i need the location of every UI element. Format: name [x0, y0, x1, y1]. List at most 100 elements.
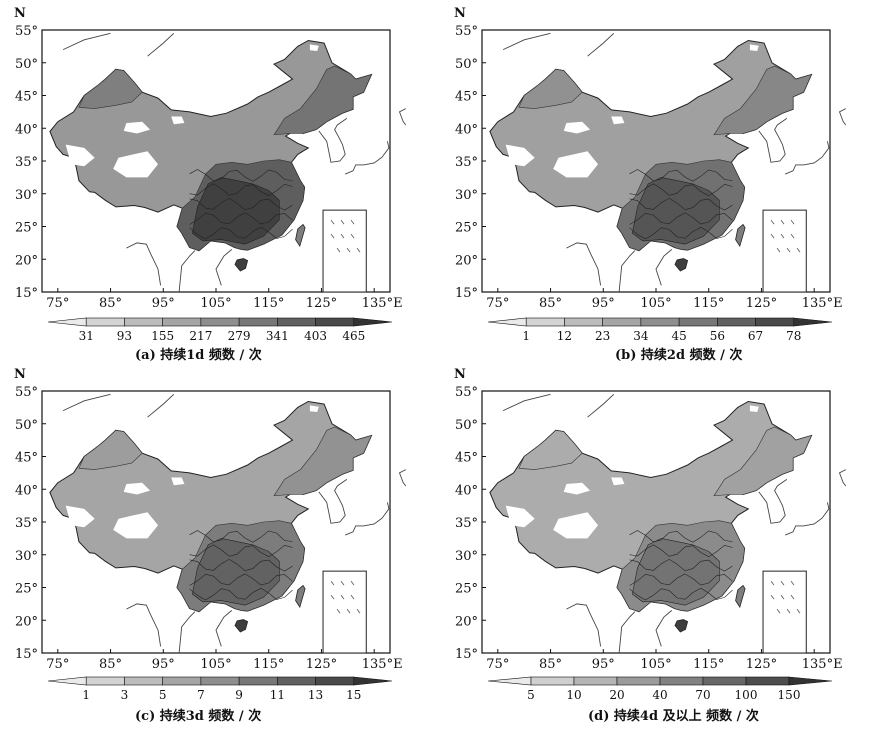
no-data-area — [563, 121, 591, 134]
inset-dash — [356, 608, 361, 614]
zone-northeast — [713, 426, 813, 497]
panel-c: 55° 50° 45° 40° 35° 30° 25° 20° 15° N 75° 85° 95° 105… — [0, 367, 440, 734]
contour-line — [629, 212, 733, 225]
no-data-area — [505, 505, 535, 528]
coastline — [398, 108, 407, 126]
coastline — [126, 242, 162, 286]
colorbar-segment — [238, 676, 278, 686]
colorbar-label: 34 — [633, 329, 649, 343]
colorbar-label: 93 — [117, 329, 132, 343]
inset-dash — [350, 594, 355, 600]
map-body: 55° 50° 45° 40° 35° 30° 25° 20° 15° N 75° 85° 95° 105… — [454, 367, 847, 672]
colorbar-label: 20 — [609, 688, 624, 702]
taiwan-island — [295, 584, 306, 609]
colorbar-segment — [793, 317, 833, 327]
colorbar-label: 279 — [228, 329, 251, 343]
inset-dash — [780, 580, 785, 586]
coastline — [838, 469, 847, 487]
lon-tick-label: 125° — [306, 657, 337, 672]
colorbar-segment — [788, 676, 833, 686]
lon-tick-label: 85° — [99, 657, 122, 672]
lon-tick-label: 115° — [693, 296, 724, 311]
lat-tick-label: 50° — [15, 57, 38, 72]
colorbar-segment — [162, 676, 202, 686]
lat-tick-label: 15° — [455, 647, 478, 662]
coastline — [126, 603, 162, 647]
inset-dash — [770, 594, 775, 600]
lon-tick-label: 105° — [640, 657, 671, 672]
coastline — [655, 249, 673, 286]
no-data-area — [171, 116, 185, 125]
coastline — [502, 32, 551, 51]
taiwan-island — [295, 223, 306, 248]
caption-c: (c) 持续3d 频数 / 次 — [135, 709, 262, 724]
colorbar-label: 15 — [346, 688, 361, 702]
lat-tick-label: 35° — [455, 516, 478, 531]
coastline — [758, 118, 788, 163]
colorbar-segment — [702, 676, 747, 686]
no-data-area — [123, 482, 151, 495]
lon-tick-label: 85° — [539, 657, 562, 672]
lon-tick-label: 115° — [253, 296, 284, 311]
colorbar-segment — [353, 676, 393, 686]
map-d: 55°50°45°40°35°30°25°20°15°N75° 85° 95° 105… — [454, 367, 847, 702]
colorbar-label: 3 — [121, 688, 129, 702]
colorbar-label: 100 — [735, 688, 758, 702]
lat-tick-label: 20° — [15, 253, 38, 268]
contour-line — [189, 212, 293, 225]
inset-dash — [790, 219, 795, 225]
coastline — [398, 469, 407, 487]
south-china-sea-inset — [762, 570, 807, 654]
coastline — [147, 32, 175, 57]
coastline — [566, 603, 602, 647]
colorbar-label: 9 — [235, 688, 243, 702]
lat-tick-label: 35° — [15, 155, 38, 170]
coastline — [318, 118, 348, 163]
no-data-area — [553, 151, 598, 178]
colorbar: 1 3 5 7 9 11 13 15 — [47, 676, 393, 702]
zone-core — [631, 177, 720, 245]
lat-tick-label: 15° — [455, 286, 478, 301]
lat-tick-label: 35° — [15, 516, 38, 531]
contour-line — [189, 587, 293, 601]
contour-line — [629, 558, 733, 572]
lat-tick-label: 55° — [15, 385, 38, 400]
coastline — [587, 393, 615, 418]
lat-tick-label: 50° — [455, 418, 478, 433]
north-label: N — [14, 367, 26, 382]
inset-dash — [796, 608, 801, 614]
inset-dash — [330, 233, 335, 239]
lat-tick-label: 55° — [455, 385, 478, 400]
colorbar-label: 217 — [189, 329, 212, 343]
no-data-area — [123, 121, 151, 134]
lon-tick-label: 135°E — [362, 296, 403, 311]
contour-line — [189, 169, 293, 182]
inset-dash — [340, 219, 345, 225]
inset-dash — [776, 608, 781, 614]
zone-northwest — [78, 429, 143, 470]
north-label: N — [14, 6, 26, 21]
colorbar-label: 1 — [82, 688, 90, 702]
colorbar: 5 10 20 40 70 100 150 — [487, 676, 833, 702]
colorbar-label: 10 — [566, 688, 581, 702]
lon-tick-label: 135°E — [802, 296, 843, 311]
lon-tick-label: 135°E — [802, 657, 843, 672]
colorbar-label: 155 — [151, 329, 174, 343]
no-data-area — [65, 505, 95, 528]
inset-dash — [796, 247, 801, 253]
colorbar-segment — [564, 317, 603, 327]
no-data-area — [113, 151, 158, 178]
contour-line — [629, 169, 733, 182]
lat-tick-label: 15° — [15, 647, 38, 662]
colorbar-segment — [573, 676, 618, 686]
zone-northeast — [273, 65, 373, 136]
colorbar-segment — [353, 317, 393, 327]
inset-dash — [346, 247, 351, 253]
colorbar-segment — [85, 317, 125, 327]
contour-line — [189, 197, 293, 211]
no-data-area — [505, 144, 535, 167]
lon-tick-label: 125° — [746, 296, 777, 311]
inset-dash — [336, 608, 341, 614]
coastline — [345, 502, 390, 536]
map-body: 55° 50° 45° 40° 35° 30° 25° 20° 15° N 75° 85° 95° 105… — [454, 6, 847, 311]
